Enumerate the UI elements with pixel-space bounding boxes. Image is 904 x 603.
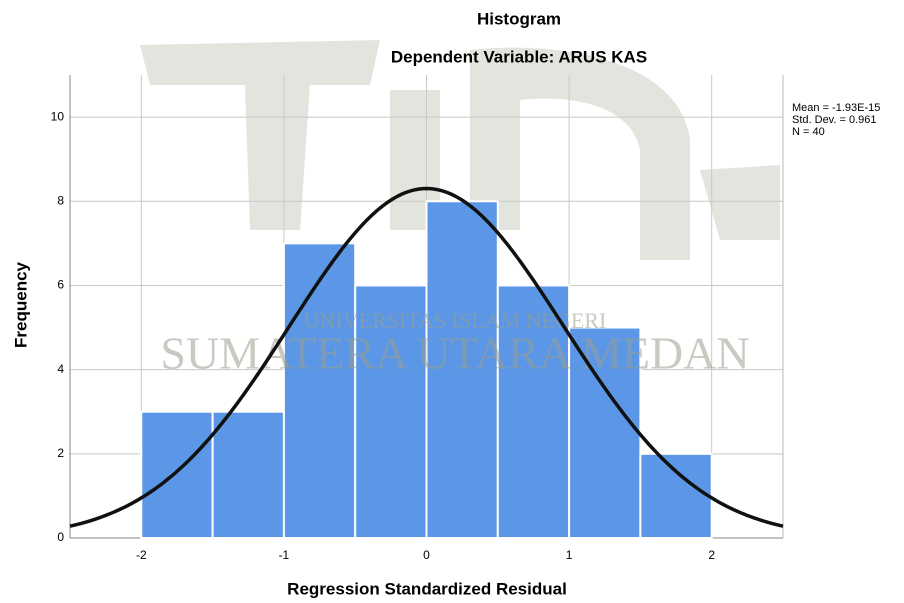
y-tick-label: 4: [57, 362, 64, 376]
y-axis-label: Frequency: [11, 261, 30, 348]
bar: [496, 284, 571, 540]
stats-label: N = 40: [792, 126, 825, 138]
x-tick-label: 1: [566, 548, 573, 562]
chart-subtitle: Dependent Variable: ARUS KAS: [391, 47, 647, 66]
x-tick-label: -2: [136, 548, 147, 562]
y-tick-label: 6: [57, 278, 64, 292]
x-axis-label: Regression Standardized Residual: [287, 579, 567, 598]
stats-label: Std. Dev. = 0.961: [792, 114, 877, 126]
bar: [282, 242, 357, 539]
y-tick-label: 0: [57, 530, 64, 544]
chart-title: Histogram: [477, 9, 561, 28]
watermark-text: SUMATERA UTARA MEDAN: [160, 328, 749, 379]
normal-curve: [69, 186, 784, 528]
x-tick-label: 0: [423, 548, 430, 562]
watermark-logo: [140, 40, 780, 260]
stats-label: Mean = -1.93E-15: [792, 102, 880, 114]
x-tick-label: -1: [279, 548, 290, 562]
bar: [639, 452, 713, 539]
y-tick-label: 2: [57, 446, 64, 460]
x-tick-label: 2: [708, 548, 715, 562]
bar: [568, 326, 642, 539]
bar: [140, 410, 214, 539]
y-tick-label: 10: [51, 109, 65, 123]
bar: [211, 410, 285, 539]
y-tick-label: 8: [57, 193, 64, 207]
